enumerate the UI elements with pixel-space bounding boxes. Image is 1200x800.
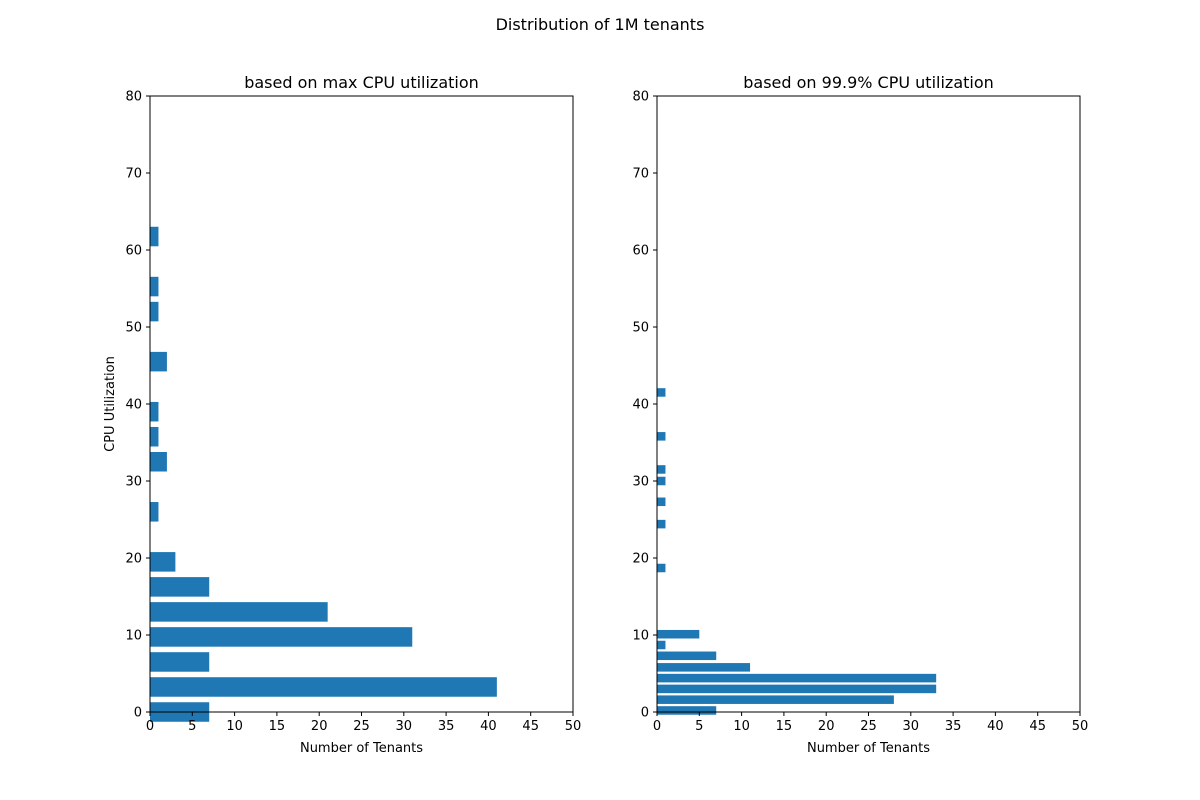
x-tick-label: 25 xyxy=(353,719,370,734)
y-tick-label: 40 xyxy=(125,398,142,413)
x-tick-label: 5 xyxy=(695,719,703,734)
bar xyxy=(150,677,497,697)
bar xyxy=(657,476,666,486)
bar xyxy=(657,563,666,573)
x-tick-label: 45 xyxy=(1029,719,1046,734)
axes-frame xyxy=(656,95,1081,713)
x-tick-label: 40 xyxy=(480,719,497,734)
y-tick-label: 10 xyxy=(632,629,649,644)
x-tick-label: 5 xyxy=(188,719,196,734)
bar xyxy=(657,651,717,661)
bar xyxy=(150,502,159,522)
x-tick-label: 20 xyxy=(311,719,328,734)
chart-title: based on 99.9% CPU utilization xyxy=(743,73,994,92)
x-axis-label: Number of Tenants xyxy=(807,741,930,756)
bar xyxy=(657,465,666,474)
bar xyxy=(657,663,751,672)
bar xyxy=(657,695,894,704)
x-tick-label: 20 xyxy=(818,719,835,734)
x-tick-label: 15 xyxy=(776,719,793,734)
y-tick-label: 50 xyxy=(125,321,142,336)
bar xyxy=(150,401,159,422)
bar xyxy=(150,602,328,622)
x-tick-label: 15 xyxy=(269,719,286,734)
bar xyxy=(657,673,937,683)
y-tick-label: 70 xyxy=(632,167,649,182)
bar xyxy=(657,706,717,715)
x-tick-label: 40 xyxy=(987,719,1004,734)
x-axis-label: Number of Tenants xyxy=(300,741,423,756)
y-tick-label: 80 xyxy=(125,90,142,105)
x-tick-label: 50 xyxy=(565,719,582,734)
bar xyxy=(657,519,666,529)
y-axis-label: CPU Utilization xyxy=(103,356,118,452)
chart-title: based on max CPU utilization xyxy=(244,73,479,92)
y-tick-label: 20 xyxy=(125,552,142,567)
bar xyxy=(150,627,413,647)
y-tick-label: 60 xyxy=(125,244,142,259)
figure-suptitle: Distribution of 1M tenants xyxy=(496,15,705,34)
x-tick-label: 35 xyxy=(438,719,455,734)
bar xyxy=(150,301,159,322)
x-tick-label: 45 xyxy=(522,719,539,734)
x-tick-label: 10 xyxy=(226,719,243,734)
x-tick-label: 0 xyxy=(653,719,661,734)
bar xyxy=(150,351,167,372)
y-tick-label: 30 xyxy=(125,475,142,490)
bar xyxy=(150,276,159,297)
y-tick-label: 60 xyxy=(632,244,649,259)
x-tick-label: 30 xyxy=(396,719,413,734)
right-chart: 0 5 10 15 20 25 30 35 40 45 50 0 10 20 30 40 50 60 70 80 bas… xyxy=(632,73,1088,756)
y-tick-label: 40 xyxy=(632,398,649,413)
x-tick-label: 0 xyxy=(146,719,154,734)
x-tick-label: 30 xyxy=(903,719,920,734)
left-chart: 0 5 10 15 20 25 30 35 40 45 50 0 10 20 30 40 50 60 70 80 bas… xyxy=(103,73,581,756)
y-tick-label: 50 xyxy=(632,321,649,336)
y-tick-label: 0 xyxy=(641,706,649,721)
bar xyxy=(657,432,666,441)
y-tick-label: 80 xyxy=(632,90,649,105)
bar xyxy=(657,388,666,397)
bar xyxy=(150,552,176,572)
bar xyxy=(150,577,210,597)
bar xyxy=(150,426,159,447)
y-tick-label: 30 xyxy=(632,475,649,490)
y-tick-label: 20 xyxy=(632,552,649,567)
bar xyxy=(657,629,700,639)
x-tick-label: 25 xyxy=(860,719,877,734)
bar xyxy=(150,652,210,672)
x-tick-label: 50 xyxy=(1072,719,1089,734)
bar xyxy=(657,640,666,650)
y-tick-label: 10 xyxy=(125,629,142,644)
x-tick-label: 35 xyxy=(945,719,962,734)
bar xyxy=(657,497,666,507)
y-tick-label: 0 xyxy=(134,706,142,721)
bar xyxy=(657,684,937,694)
y-tick-label: 70 xyxy=(125,167,142,182)
x-tick-label: 10 xyxy=(733,719,750,734)
bar xyxy=(150,451,167,472)
bar xyxy=(150,226,159,247)
